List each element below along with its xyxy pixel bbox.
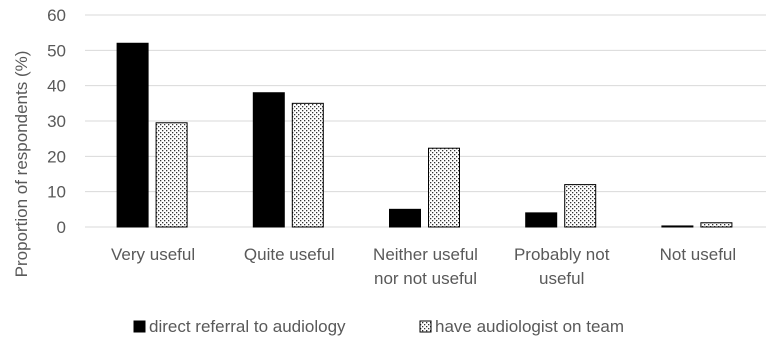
legend-swatch <box>133 320 146 333</box>
legend-label: direct referral to audiology <box>149 317 346 336</box>
y-axis-ticks: 0 10 20 30 40 50 60 <box>47 6 66 237</box>
bar-have-audiologist <box>291 102 324 228</box>
bar-direct-referral <box>661 225 694 228</box>
x-category-label: useful <box>539 269 584 288</box>
y-tick-label: 30 <box>47 112 66 131</box>
bar-have-audiologist <box>155 122 188 228</box>
x-category-label: Neither useful <box>373 245 478 264</box>
bar-direct-referral <box>389 208 421 228</box>
x-category-label: Very useful <box>111 245 195 264</box>
legend-label: have audiologist on team <box>435 317 624 336</box>
legend-swatch <box>419 320 432 333</box>
bar-direct-referral <box>525 212 558 228</box>
bar-direct-referral <box>252 92 285 228</box>
y-tick-label: 10 <box>47 183 66 202</box>
bar-have-audiologist <box>700 222 733 228</box>
x-category-label: Probably not <box>514 245 610 264</box>
bar-direct-referral <box>116 42 149 228</box>
legend: direct referral to audiology have audiolo… <box>133 317 624 336</box>
x-category-label: Quite useful <box>244 245 335 264</box>
bar-have-audiologist <box>428 147 460 228</box>
y-tick-label: 0 <box>57 218 66 237</box>
x-category-label: nor not useful <box>374 269 477 288</box>
bars <box>116 42 733 228</box>
y-tick-label: 20 <box>47 147 66 166</box>
y-axis-label: Proportion of respondents (%) <box>12 51 31 278</box>
y-tick-label: 60 <box>47 6 66 25</box>
y-tick-label: 50 <box>47 41 66 60</box>
bar-have-audiologist <box>564 184 597 228</box>
x-axis-categories: Very useful Quite useful Neither useful nor… <box>111 245 736 288</box>
gridlines <box>85 14 766 228</box>
y-tick-label: 40 <box>47 77 66 96</box>
x-category-label: Not useful <box>660 245 737 264</box>
